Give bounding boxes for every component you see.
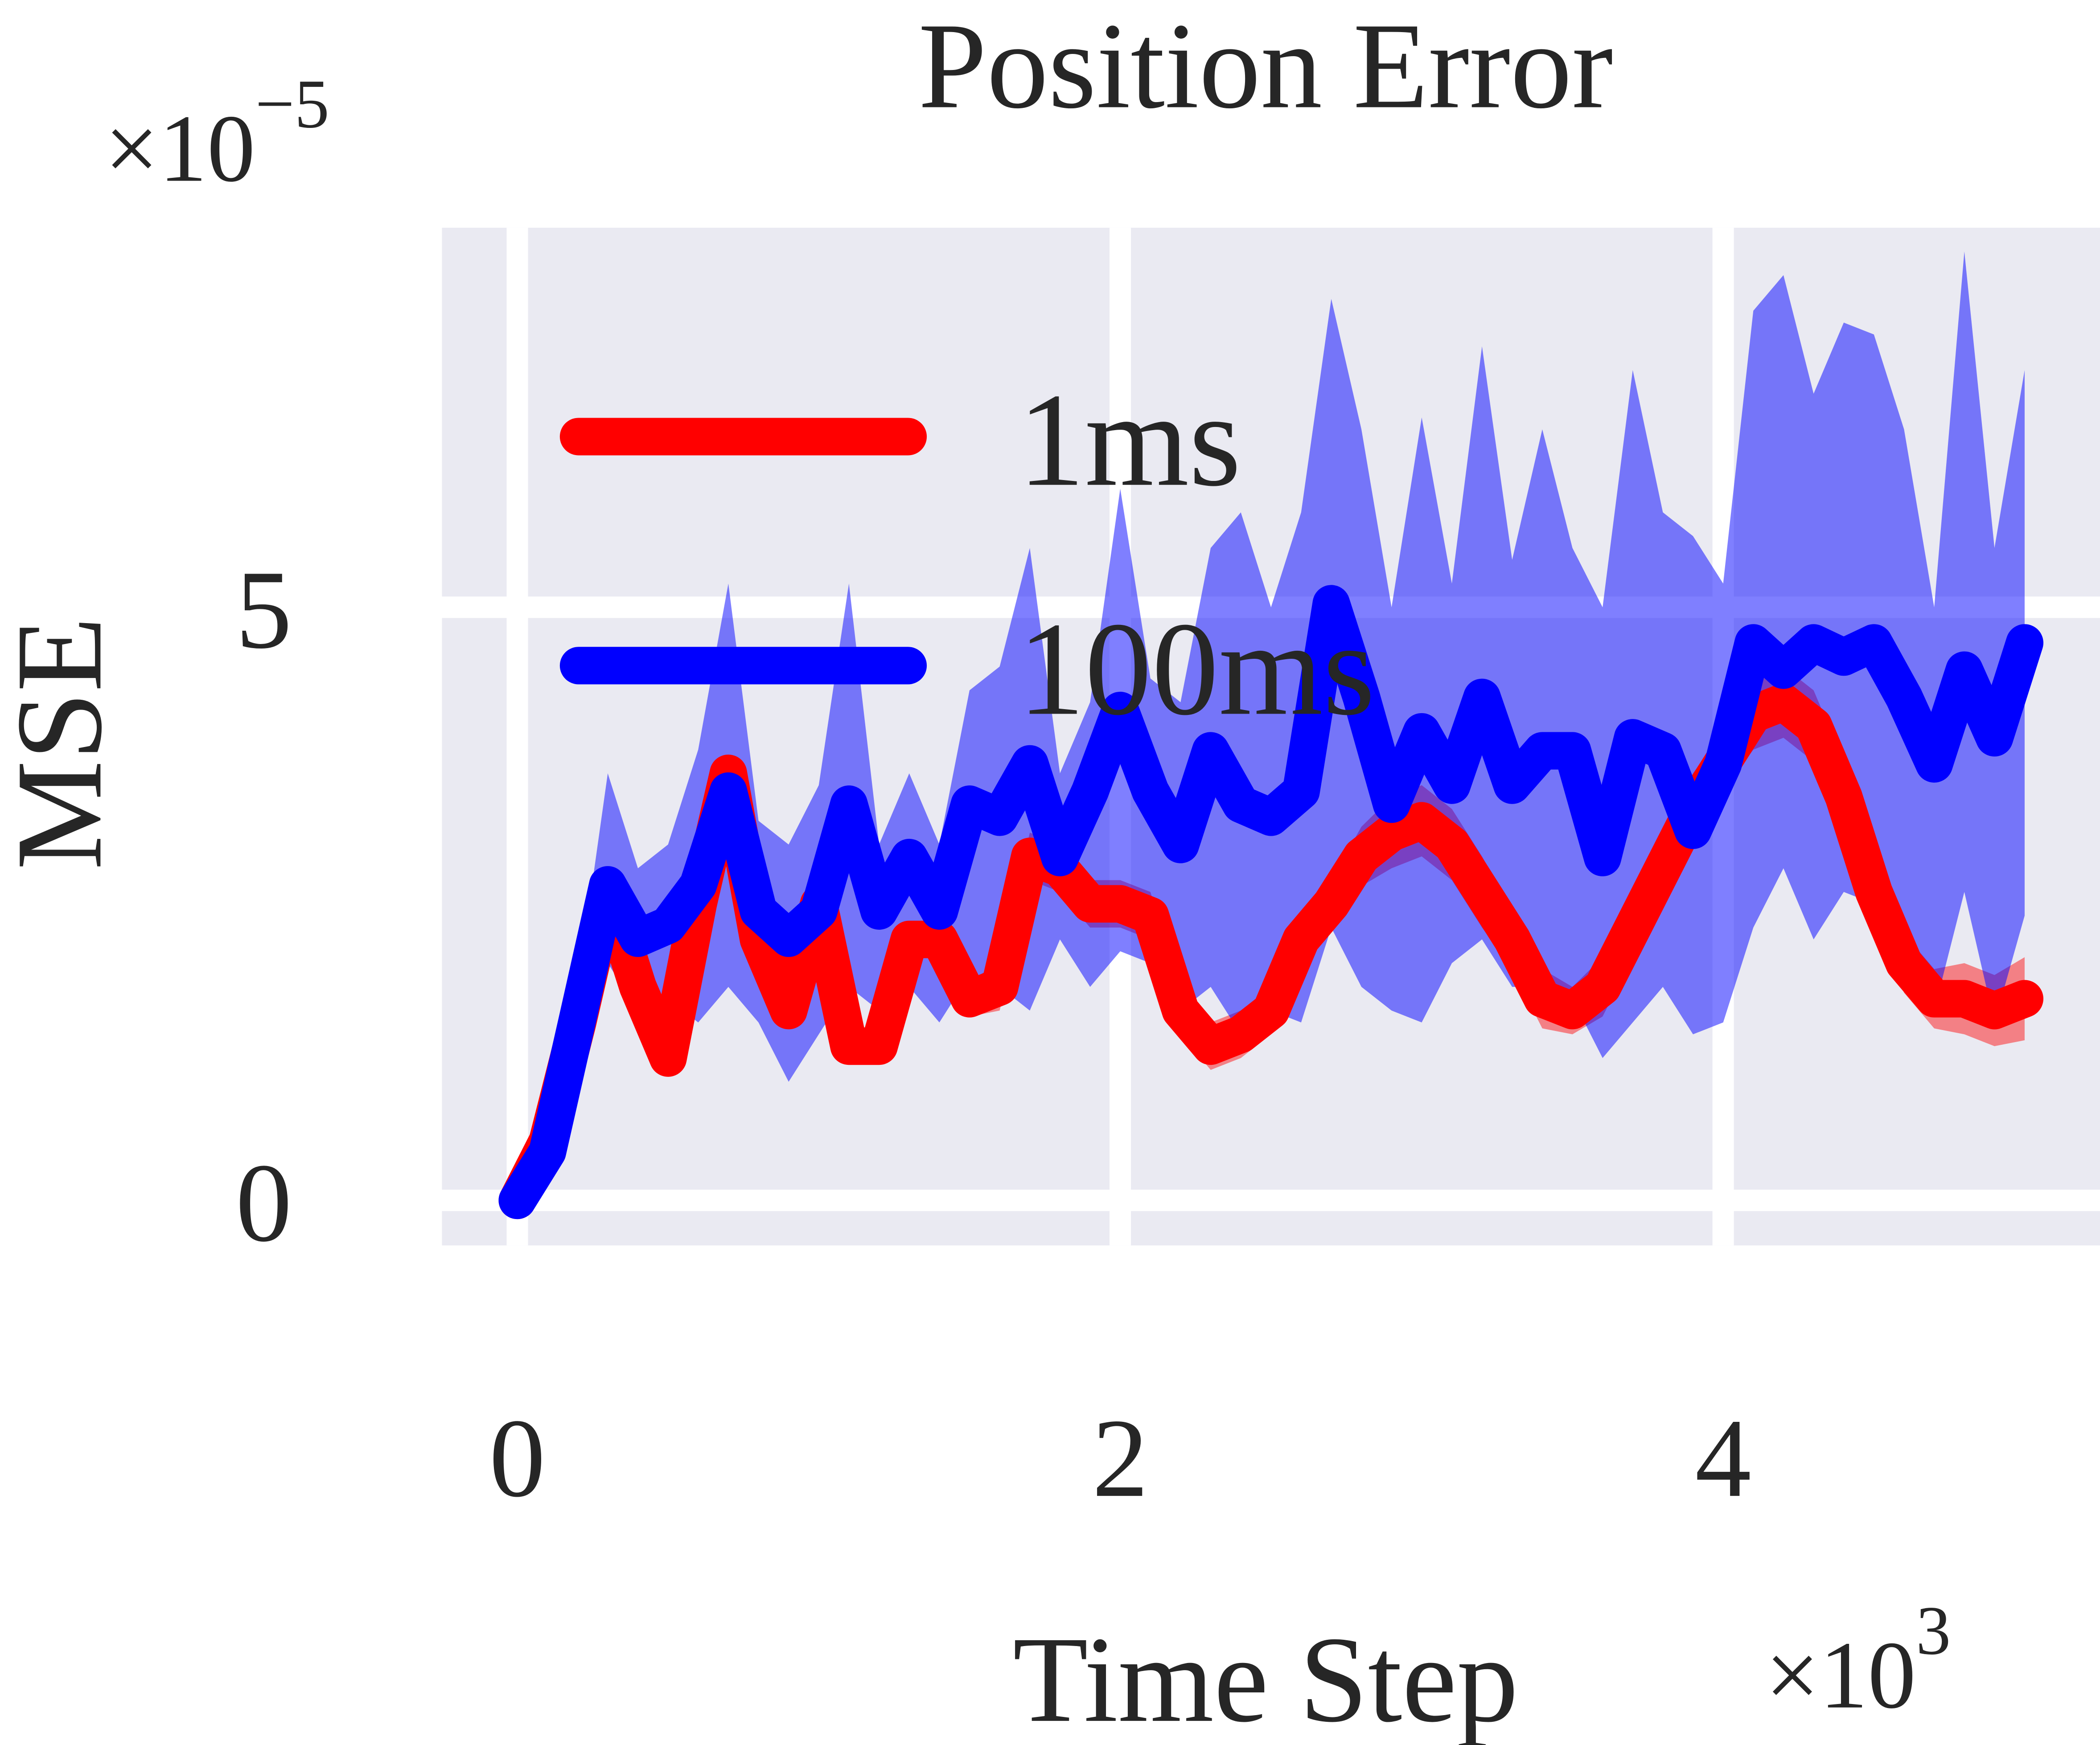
x-tick-label: 0: [489, 1396, 545, 1520]
y-multiplier-base: ×10: [104, 95, 255, 202]
x-tick-label: 4: [1695, 1396, 1751, 1520]
series-line: [498, 683, 2044, 1219]
x-axis-label: Time Step: [1013, 1611, 1518, 1745]
y-tick-label: 0: [236, 1140, 292, 1265]
series-line: [498, 585, 2044, 1219]
marks: [498, 251, 2044, 1219]
chart-title: Position Error: [918, 0, 1613, 134]
x-multiplier-base: ×10: [1765, 1622, 1916, 1729]
y-tick-label: 5: [236, 547, 292, 672]
legend-label: 100ms: [1018, 594, 1375, 743]
y-axis-label: MSE: [0, 616, 127, 870]
x-tick-label: 2: [1092, 1396, 1148, 1520]
legend-label: 1ms: [1018, 365, 1241, 514]
x-multiplier-exponent: 3: [1916, 1592, 1951, 1669]
x-multiplier: ×103: [1765, 1592, 1951, 1729]
y-multiplier: ×10−5: [104, 66, 329, 202]
y-multiplier-exponent: −5: [255, 66, 329, 143]
legend: 1ms 100ms: [559, 365, 1375, 743]
